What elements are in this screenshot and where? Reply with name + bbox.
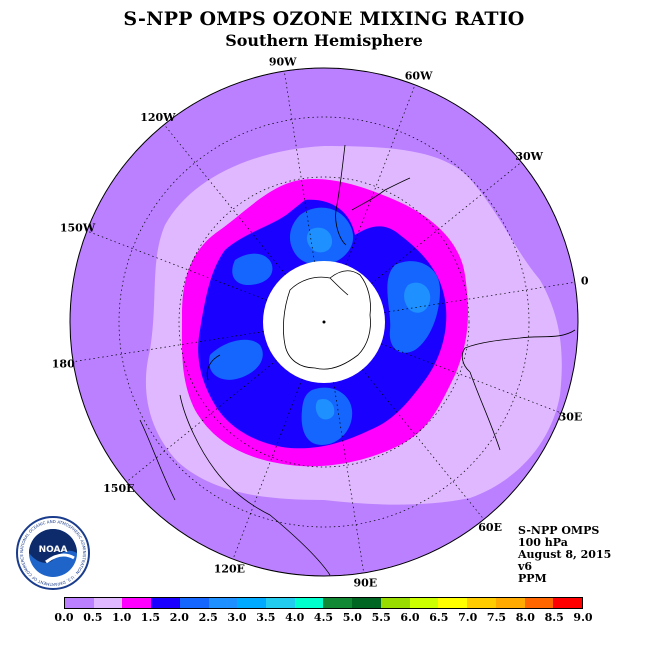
colorbar-tick-label: 3.5 (256, 611, 276, 624)
longitude-label: 120E (214, 562, 245, 575)
colorbar-tick-label: 0.5 (83, 611, 103, 624)
meridian-line (345, 84, 416, 266)
graticule (70, 68, 578, 576)
colorbar-segment (93, 598, 123, 608)
colorbar-segment (380, 598, 410, 608)
info-date: August 8, 2015 (518, 548, 612, 561)
info-units: PPM (518, 572, 547, 585)
colorbar-tick-label: 4.0 (285, 611, 305, 624)
meridian-line (371, 161, 522, 284)
pole-marker (322, 320, 326, 324)
colorbar-tick-label: 3.0 (227, 611, 247, 624)
colorbar-tick-label: 8.0 (515, 611, 535, 624)
colorbar-segment (294, 598, 324, 608)
info-block: S-NPP OMPS 100 hPa August 8, 2015 v6 PPM (518, 525, 611, 585)
colorbar-segment (553, 598, 582, 608)
longitude-label: 90E (353, 577, 377, 590)
meridian-line (380, 343, 562, 414)
longitude-label: 30E (559, 411, 583, 424)
meridian-line (73, 331, 264, 363)
meridian-line (163, 124, 286, 275)
field-band-2-5 (306, 227, 431, 420)
colorbar-tick-label: 8.5 (544, 611, 564, 624)
colorbar-tick-label: 6.5 (429, 611, 449, 624)
colorbar-segment (65, 598, 94, 608)
coastlines (139, 144, 576, 576)
logo-text: NOAA (39, 545, 68, 555)
map-subtitle: Southern Hemisphere (225, 31, 423, 50)
colorbar-tick-label: 4.5 (313, 611, 334, 624)
meridian-line (86, 230, 268, 301)
info-version: v6 (518, 560, 533, 573)
colorbar-tick-label: 7.5 (486, 611, 507, 624)
colorbar-segment (179, 598, 209, 608)
colorbar-segment (495, 598, 525, 608)
colorbar-segment (208, 598, 238, 608)
colorbar-segment (237, 598, 267, 608)
longitude-label: 60W (405, 70, 433, 83)
colorbar-ticks: 0.0 0.5 1.0 1.5 2.0 2.5 3.0 3.5 4.0 4.5 5.0 5.5 6.0 6… (54, 611, 592, 625)
longitude-label: 180 (52, 357, 75, 370)
antarctica-coastline (283, 270, 371, 370)
colorbar-tick-label: 1.5 (140, 611, 161, 624)
colorbar-segment (323, 598, 353, 608)
colorbar-segment (266, 598, 295, 608)
longitude-label: 30W (515, 150, 543, 163)
meridian-line (126, 360, 277, 483)
colorbar-tick-label: 0.0 (54, 611, 74, 624)
meridian-line (283, 71, 315, 262)
meridian-line (384, 281, 575, 313)
longitude-label: 60E (478, 521, 502, 534)
colorbar-tick-label: 7.0 (458, 611, 478, 624)
meridian-line (232, 378, 303, 560)
noaa-logo: NOAA NATIONAL OCEANIC AND ATMOSPHERIC AD… (16, 516, 90, 590)
colorbar-segment (409, 598, 439, 608)
map-title: S-NPP OMPS OZONE MIXING RATIO (123, 8, 525, 30)
colorbar-segment (151, 598, 180, 608)
map-outline (69, 67, 579, 577)
colorbar-tick-label: 9.0 (573, 611, 593, 624)
colorbar (64, 597, 583, 609)
colorbar-segment (352, 598, 381, 608)
colorbar-tick-label: 6.0 (400, 611, 420, 624)
colorbar-tick-label: 1.0 (112, 611, 132, 624)
longitude-label: 150E (103, 482, 134, 495)
colorbar-segment (122, 598, 152, 608)
longitude-label: 120W (140, 111, 176, 124)
meridian-line (362, 369, 485, 520)
info-level: 100 hPa (518, 536, 568, 549)
longitude-label: 150W (60, 221, 96, 234)
colorbar-tick-label: 5.0 (342, 611, 362, 624)
colorbar-segment (438, 598, 468, 608)
colorbar-tick-label: 5.5 (371, 611, 391, 624)
colorbar-tick-label: 2.5 (198, 611, 218, 624)
info-instrument: S-NPP OMPS (518, 524, 600, 537)
colorbar-tick-label: 2.0 (169, 611, 189, 624)
longitude-label: 90W (269, 55, 297, 68)
colorbar-segment (524, 598, 554, 608)
longitude-label: 0 (581, 275, 589, 288)
colorbar-segment (467, 598, 496, 608)
meridian-line (333, 382, 365, 573)
